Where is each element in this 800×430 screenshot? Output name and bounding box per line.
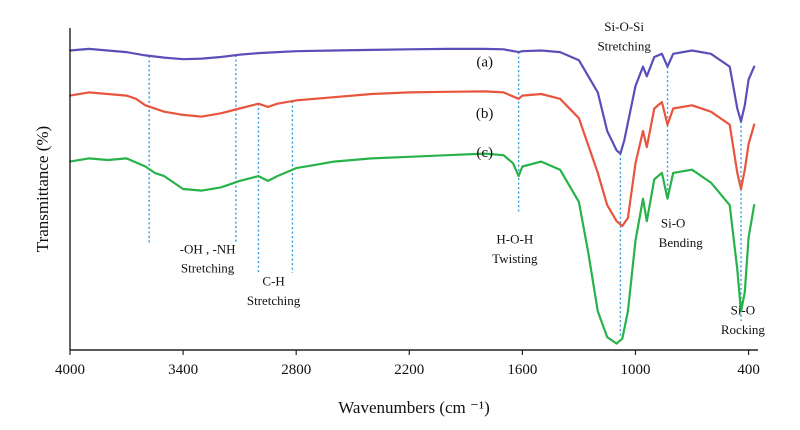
- annotation-text-10: Si-O: [731, 303, 756, 318]
- x-axis-title: Wavenumbers (cm ⁻¹): [338, 398, 489, 417]
- annotation-text-6: Si-O-Si: [604, 19, 644, 34]
- annotation-text-9: Bending: [659, 235, 704, 250]
- x-tick-label-0: 4000: [55, 362, 85, 378]
- x-tick-label-1: 3400: [168, 362, 198, 378]
- annotation-text-11: Rocking: [721, 322, 766, 337]
- x-tick-label-2: 2800: [281, 362, 311, 378]
- series-line-2: [68, 152, 756, 345]
- annotation-text-5: Twisting: [492, 251, 538, 266]
- x-tick-label-3: 2200: [394, 362, 424, 378]
- x-tick-label-6: 400: [737, 362, 760, 378]
- series-line-0: [68, 47, 756, 155]
- annotation-text-4: H-O-H: [496, 232, 533, 247]
- series-label-0: (a): [476, 55, 493, 71]
- annotation-text-7: Stretching: [597, 39, 651, 54]
- annotation-text-8: Si-O: [661, 216, 686, 231]
- annotation-text-3: Stretching: [247, 293, 301, 308]
- annotation-text-2: C-H: [262, 274, 284, 289]
- annotation-text-1: Stretching: [181, 261, 235, 276]
- y-axis-title: Transmittance (%): [33, 126, 52, 252]
- series-line-1: [68, 90, 756, 228]
- x-tick-label-5: 1000: [620, 362, 650, 378]
- series-label-1: (b): [476, 106, 494, 122]
- series-label-2: (c): [476, 145, 493, 161]
- x-tick-label-4: 1600: [507, 362, 537, 378]
- annotation-text-0: -OH , -NH: [180, 241, 236, 256]
